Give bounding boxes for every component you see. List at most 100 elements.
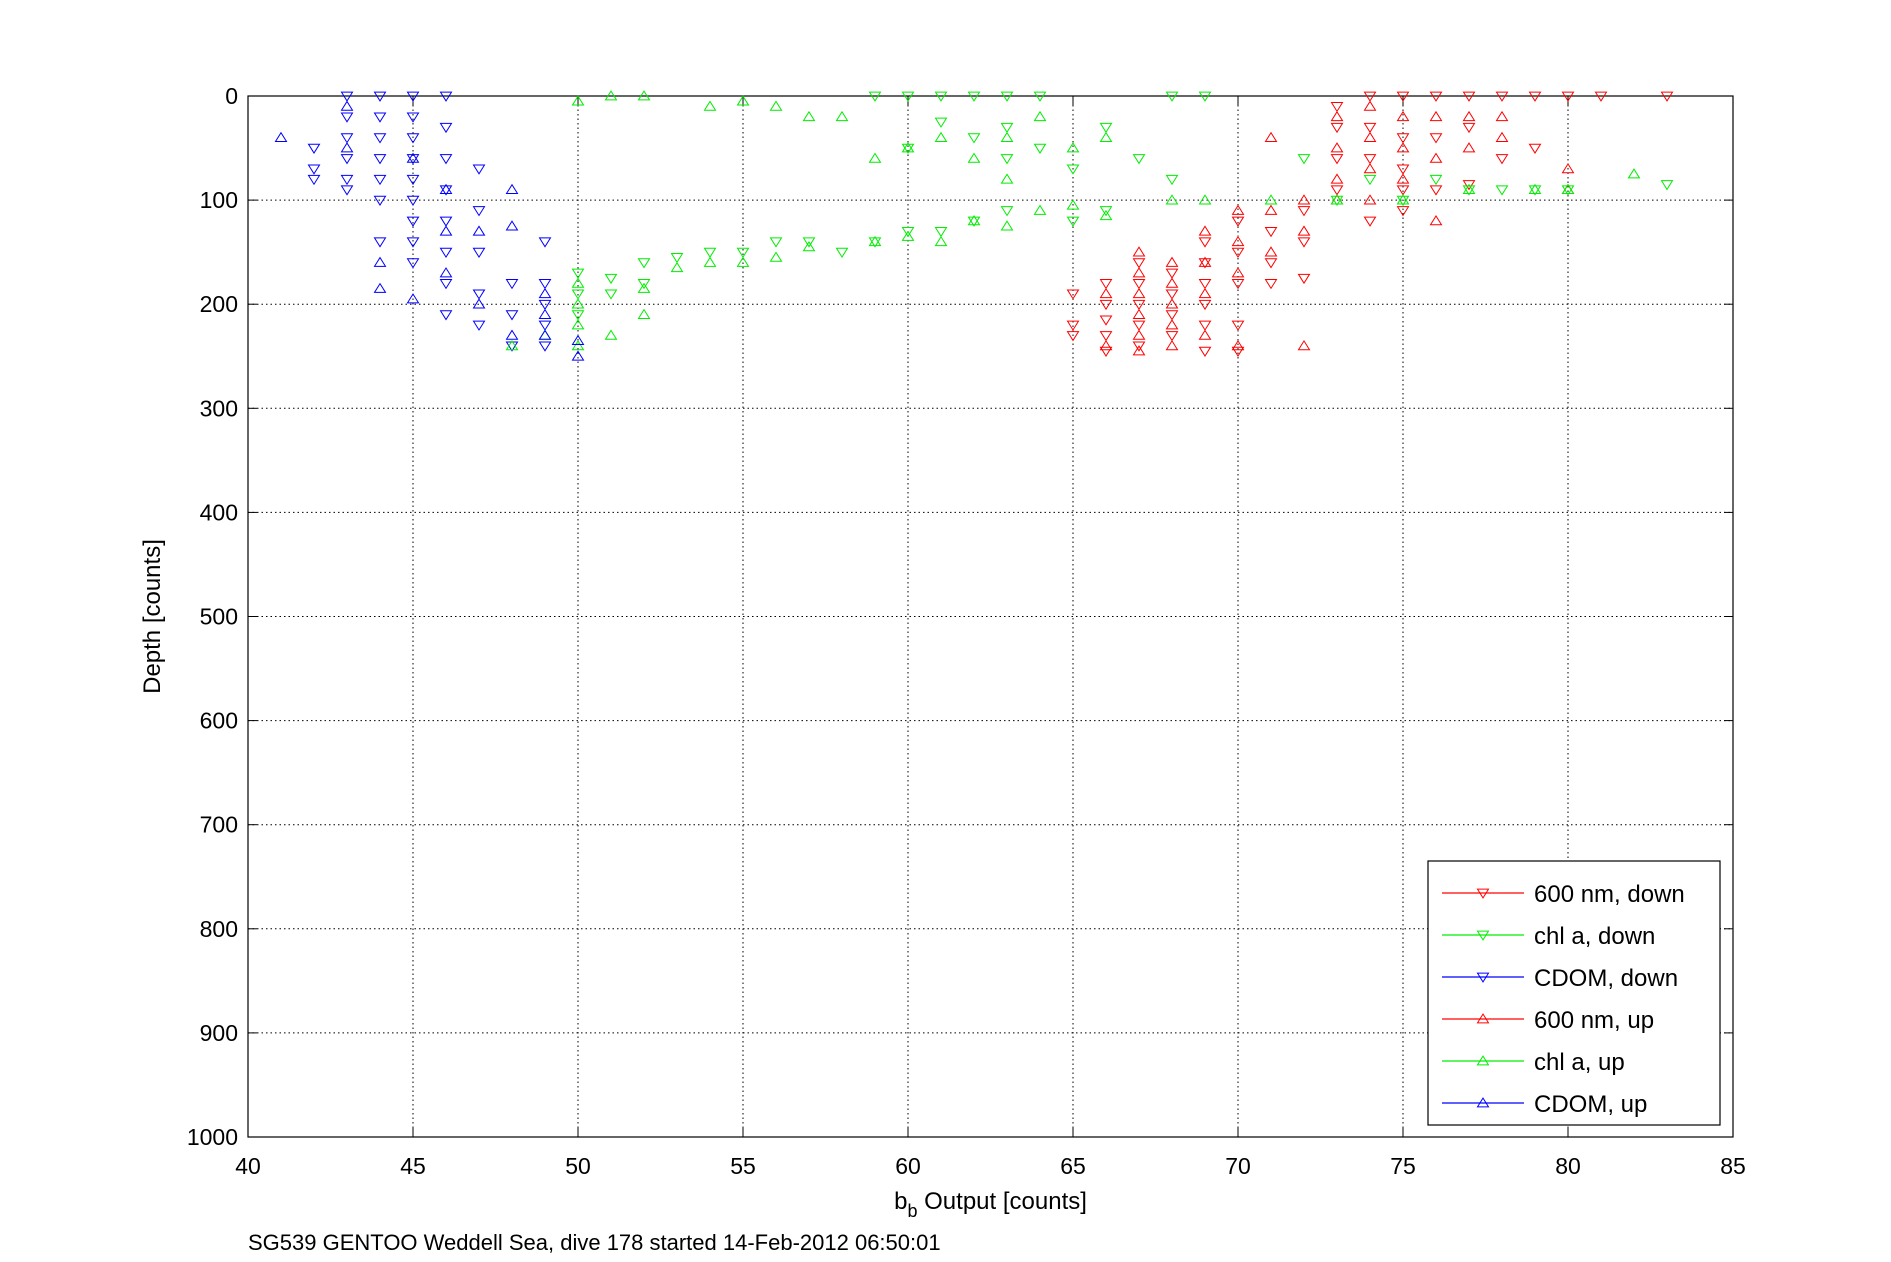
legend-items: 600 nm, down chl a, down CDOM, down 600 nm,… — [1442, 881, 1685, 1118]
marker-600-nm-down — [1429, 91, 1443, 102]
x-tick-label: 70 — [1225, 1153, 1251, 1179]
marker-cdom-up — [406, 293, 420, 304]
x-tick-label: 55 — [730, 1153, 756, 1179]
legend-label: 600 nm, up — [1534, 1007, 1654, 1034]
marker-cdom-down — [472, 164, 486, 175]
marker-cdom-down — [307, 174, 321, 186]
marker-chl-a-down — [1000, 154, 1014, 165]
marker-600-nm-down — [1132, 258, 1146, 269]
marker-cdom-down — [373, 237, 387, 248]
marker-600-nm-down — [1264, 279, 1278, 290]
marker-chl-a-down — [1396, 195, 1410, 206]
marker-chl-a-down — [571, 310, 585, 321]
marker-cdom-down — [373, 195, 387, 206]
marker-cdom-down — [439, 185, 453, 196]
marker-600-nm-down — [1231, 279, 1245, 290]
marker-chl-a-up — [1066, 142, 1080, 153]
marker-600-nm-up — [1561, 162, 1575, 174]
marker-chl-a-up — [769, 251, 783, 262]
legend-label: chl a, down — [1534, 923, 1655, 950]
marker-chl-a-up — [1033, 110, 1047, 122]
marker-chl-a-up — [901, 230, 915, 241]
marker-chl-a-up — [868, 152, 882, 163]
marker-chl-a-down — [1297, 154, 1311, 165]
marker-chl-a-down — [1495, 185, 1509, 196]
marker-600-nm-down — [1429, 133, 1443, 144]
marker-chl-a-up — [934, 235, 948, 247]
marker-chl-a-up — [1396, 194, 1410, 205]
marker-cdom-up — [439, 225, 453, 236]
marker-chl-a-down — [1363, 174, 1377, 186]
marker-chl-a-up — [571, 277, 585, 288]
marker-600-nm-down — [1363, 216, 1377, 227]
x-tick-label: 80 — [1555, 1153, 1581, 1179]
marker-600-nm-down — [1198, 258, 1212, 269]
marker-600-nm-down — [1264, 258, 1278, 269]
marker-600-nm-up — [1396, 173, 1410, 184]
marker-600-nm-down — [1660, 91, 1674, 102]
marker-600-nm-down — [1231, 216, 1245, 227]
marker-600-nm-down — [1198, 346, 1212, 357]
marker-600-nm-up — [1264, 246, 1278, 257]
marker-chl-a-down — [901, 226, 915, 238]
marker-600-nm-down — [1165, 289, 1179, 300]
marker-chl-a-up — [868, 235, 882, 247]
marker-chl-a-down — [868, 91, 882, 102]
marker-600-nm-up — [1363, 131, 1377, 142]
marker-chl-a-up — [1099, 131, 1113, 142]
marker-600-nm-up — [1099, 287, 1113, 299]
marker-600-nm-down — [1297, 237, 1311, 248]
marker-cdom-up — [340, 142, 354, 153]
marker-600-nm-up — [1198, 287, 1212, 299]
marker-600-nm-down — [1198, 237, 1212, 248]
legend-label: CDOM, up — [1534, 1091, 1647, 1118]
marker-cdom-down — [406, 237, 420, 248]
marker-chl-a-up — [1561, 183, 1575, 195]
marker-600-nm-down — [1066, 289, 1080, 300]
marker-600-nm-up — [1429, 215, 1443, 226]
y-tick-label: 700 — [200, 812, 238, 838]
marker-600-nm-down — [1231, 346, 1245, 357]
marker-chl-a-down — [901, 143, 915, 154]
marker-chl-a-down — [967, 91, 981, 102]
marker-600-nm-up — [1231, 235, 1245, 247]
marker-chl-a-up — [1330, 194, 1344, 205]
x-tick-label: 45 — [400, 1153, 426, 1179]
marker-chl-a-up — [1462, 183, 1476, 195]
marker-600-nm-up — [1132, 345, 1146, 356]
marker-600-nm-down — [1132, 299, 1146, 311]
y-tick-label: 800 — [200, 916, 238, 942]
marker-cdom-down — [373, 112, 387, 123]
marker-chl-a-down — [1462, 185, 1476, 196]
marker-cdom-up — [439, 267, 453, 278]
marker-cdom-down — [439, 122, 453, 134]
marker-chl-a-down — [637, 279, 651, 290]
marker-chl-a-down — [1066, 216, 1080, 227]
legend-marker — [1476, 972, 1490, 983]
marker-chl-a-down — [736, 247, 750, 259]
marker-chl-a-down — [1000, 206, 1014, 217]
marker-cdom-down — [307, 164, 321, 175]
marker-600-nm-down — [1396, 91, 1410, 102]
marker-cdom-down — [439, 216, 453, 227]
marker-chl-a-down — [1000, 91, 1014, 102]
marker-cdom-down — [406, 91, 420, 102]
marker-600-nm-down — [1231, 320, 1245, 331]
marker-cdom-down — [472, 206, 486, 217]
marker-600-nm-up — [1132, 267, 1146, 278]
marker-cdom-up — [505, 220, 519, 231]
marker-600-nm-down — [1165, 268, 1179, 279]
y-tick-label: 500 — [200, 604, 238, 630]
marker-600-nm-down — [1363, 122, 1377, 134]
marker-600-nm-down — [1198, 299, 1212, 311]
marker-cdom-down — [472, 320, 486, 331]
marker-chl-a-up — [637, 308, 651, 319]
marker-chl-a-up — [571, 298, 585, 309]
marker-cdom-down — [340, 185, 354, 196]
marker-600-nm-up — [1231, 339, 1245, 351]
x-axis-label-main: b — [894, 1188, 907, 1215]
marker-600-nm-up — [1198, 329, 1212, 340]
marker-chl-a-down — [934, 91, 948, 102]
legend-marker — [1476, 1013, 1490, 1024]
